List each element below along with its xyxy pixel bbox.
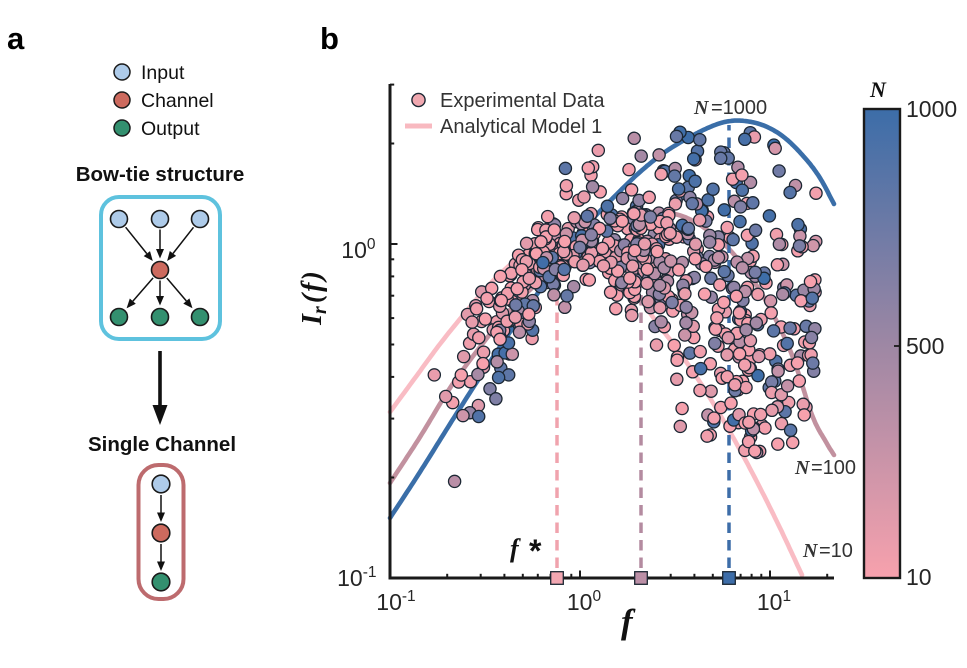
- svg-text:Experimental Data: Experimental Data: [440, 90, 605, 112]
- svg-text:10: 10: [906, 564, 932, 590]
- svg-text:Output: Output: [141, 118, 200, 140]
- svg-text:f: f: [510, 534, 521, 563]
- svg-text:500: 500: [906, 333, 944, 359]
- svg-text:N: N: [869, 77, 887, 102]
- svg-text:N: N: [794, 457, 811, 479]
- svg-text:Bow-tie structure: Bow-tie structure: [76, 163, 245, 186]
- svg-text:1000: 1000: [906, 96, 957, 122]
- svg-text:=100: =100: [811, 457, 856, 479]
- svg-text:f: f: [621, 602, 636, 641]
- svg-text:Channel: Channel: [141, 90, 214, 112]
- svg-text:a: a: [7, 21, 25, 56]
- svg-text:Analytical Model 1: Analytical Model 1: [440, 116, 602, 138]
- svg-text:*: *: [529, 533, 542, 569]
- svg-text:Single Channel: Single Channel: [88, 433, 236, 456]
- svg-text:=10: =10: [819, 540, 853, 562]
- svg-text:b: b: [320, 21, 339, 56]
- svg-text:N: N: [693, 97, 710, 119]
- svg-text:Ir(f): Ir(f): [297, 271, 331, 326]
- svg-text:Input: Input: [141, 62, 185, 84]
- svg-text:=1000: =1000: [711, 97, 767, 119]
- svg-text:N: N: [802, 540, 819, 562]
